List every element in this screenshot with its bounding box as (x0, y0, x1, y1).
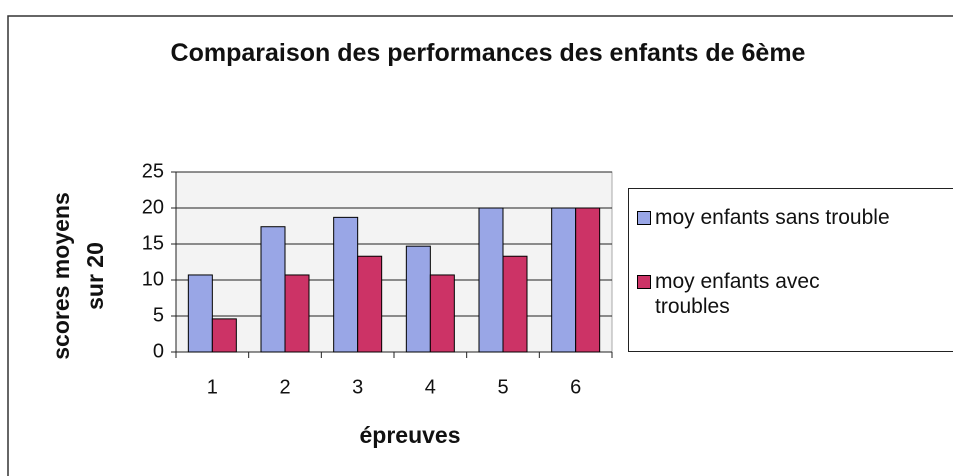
bar (333, 216, 359, 353)
y-tick-label: 10 (142, 268, 164, 290)
legend-label: moy enfants sans trouble (655, 206, 890, 229)
frame (7, 15, 953, 476)
bar (357, 255, 383, 353)
y-axis-label: scores moyens sur 20 (48, 192, 108, 360)
x-tick-label: 6 (570, 376, 581, 398)
legend: moy enfants sans trouble moy enfants avec… (628, 188, 953, 352)
bar (187, 274, 213, 353)
bar (284, 274, 310, 353)
bar (575, 207, 601, 353)
y-tick-label: 0 (153, 340, 164, 362)
y-tick-label: 5 (153, 304, 164, 326)
y-tick-label: 25 (142, 160, 164, 182)
plot-area (175, 171, 613, 353)
x-tick-label: 5 (497, 376, 508, 398)
chart-title: Comparaison des performances des enfants… (170, 39, 806, 67)
bar (260, 226, 286, 353)
bar (429, 274, 455, 353)
legend-label: moy enfants avec troubles (655, 270, 820, 318)
x-tick-label: 3 (352, 376, 363, 398)
bar (502, 255, 528, 353)
bar (211, 318, 237, 353)
bar (551, 207, 577, 353)
y-tick-label: 15 (142, 232, 164, 254)
bar (478, 207, 504, 353)
x-tick-label: 4 (425, 376, 436, 398)
bar (405, 245, 431, 353)
legend-swatch (637, 211, 651, 225)
legend-item: moy enfants sans trouble (637, 205, 890, 230)
x-tick-label: 2 (279, 376, 290, 398)
legend-item: moy enfants avec troubles (637, 269, 875, 319)
x-axis-label: épreuves (359, 422, 461, 448)
x-tick-label: 1 (207, 376, 218, 398)
y-tick-label: 20 (142, 196, 164, 218)
legend-swatch (637, 275, 651, 289)
